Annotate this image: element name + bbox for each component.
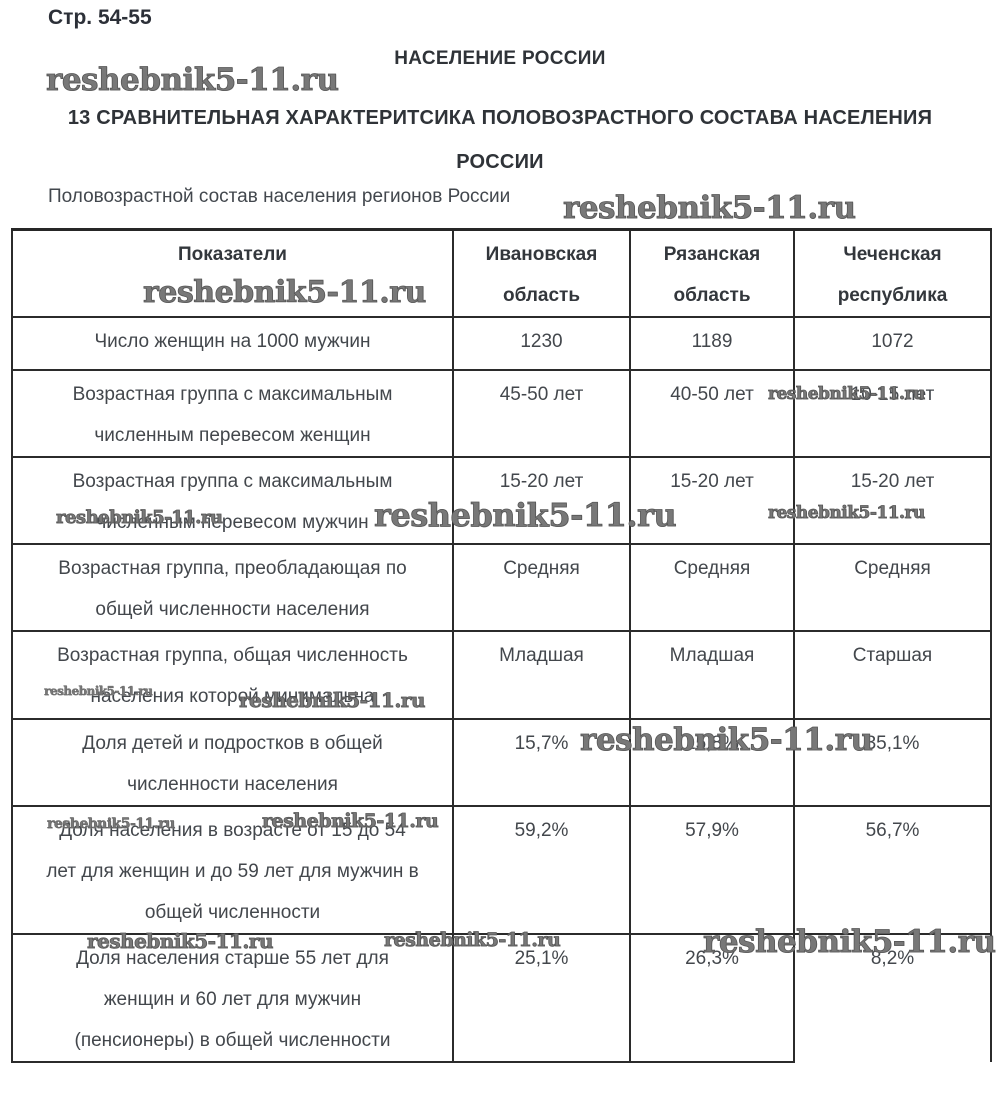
value-cell: Средняя — [452, 543, 631, 632]
indicator-line: лет для женщин и до 59 лет для мужчин в — [46, 861, 419, 882]
indicator-line: (пенсионеры) в общей численности — [74, 1030, 391, 1051]
site-watermark: reshebnik5-11.ru — [563, 190, 857, 227]
table-row: Возрастная группа с максимальным численн… — [11, 456, 992, 545]
indicator-line: населения которой минимальна — [90, 686, 375, 707]
value-cell: Старшая — [793, 630, 992, 720]
header-text: Ивановская — [485, 244, 598, 265]
indicator-cell: Возрастная группа, преобладающая по обще… — [11, 543, 454, 632]
indicator-cell: Число женщин на 1000 мужчин — [11, 316, 454, 371]
indicator-cell: Доля детей и подростков в общей численно… — [11, 718, 454, 807]
value-cell: 8,2% — [793, 933, 992, 1062]
value-cell: 1189 — [629, 316, 795, 371]
value-cell: 45-50 лет — [452, 369, 631, 458]
value-cell: 15-20 лет — [452, 456, 631, 545]
indicator-line: Возрастная группа с максимальным — [72, 384, 393, 405]
indicator-line: Доля детей и подростков в общей — [82, 733, 383, 754]
indicator-cell: Доля населения в возрасте от 15 до 54 ле… — [11, 805, 454, 935]
section-heading-line1: 13 СРАВНИТЕЛЬНАЯ ХАРАКТЕРИТСИКА ПОЛОВОЗР… — [67, 107, 933, 129]
value-cell: 59,2% — [452, 805, 631, 935]
header-text: область — [673, 285, 751, 306]
table-row: Возрастная группа с максимальным численн… — [11, 369, 992, 458]
indicator-line: женщин и 60 лет для мужчин — [103, 989, 362, 1010]
indicator-line: численным перевесом женщин — [94, 425, 371, 446]
indicator-line: Возрастная группа с максимальным — [72, 471, 393, 492]
indicator-cell: Возрастная группа с максимальным численн… — [11, 456, 454, 545]
indicator-line: численным перевесом мужчин — [96, 512, 369, 533]
value-cell: 1230 — [452, 316, 631, 371]
value-cell: 25,1% — [452, 933, 631, 1063]
section-heading-line2: РОССИИ — [456, 151, 544, 173]
header-text: Рязанская — [663, 244, 761, 265]
header-chechnya: Чеченская республика — [793, 228, 992, 318]
table-header-row: Показатели Ивановская область Рязанская … — [11, 228, 992, 318]
value-cell: 15-20 лет — [629, 456, 795, 545]
value-cell: 10-15 лет — [793, 369, 992, 458]
value-cell: 1072 — [793, 316, 992, 371]
value-cell: Младшая — [629, 630, 795, 720]
table-row: Доля населения старше 55 лет для женщин … — [11, 933, 992, 1063]
page-number-label: Стр. 54-55 — [48, 6, 152, 29]
indicator-cell: Возрастная группа, общая численность нас… — [11, 630, 454, 720]
header-text: Показатели — [178, 244, 287, 265]
value-cell: 15,7% — [452, 718, 631, 807]
header-indicators: Показатели — [11, 228, 454, 318]
value-cell: Средняя — [793, 543, 992, 632]
value-cell: 15-20 лет — [793, 456, 992, 545]
table-caption: Половозрастной состав населения регионов… — [48, 186, 511, 207]
header-ryazan: Рязанская область — [629, 228, 795, 318]
indicator-cell: Возрастная группа с максимальным численн… — [11, 369, 454, 458]
indicator-cell: Доля населения старше 55 лет для женщин … — [11, 933, 454, 1063]
indicator-line: Число женщин на 1000 мужчин — [94, 331, 371, 352]
value-cell: Средняя — [629, 543, 795, 632]
value-cell: 56,7% — [793, 805, 992, 935]
table-row: Число женщин на 1000 мужчин 1230 1189 10… — [11, 316, 992, 371]
value-cell: Младшая — [452, 630, 631, 720]
header-text: республика — [837, 285, 948, 306]
table-row: Возрастная группа, преобладающая по обще… — [11, 543, 992, 632]
table-row: Доля детей и подростков в общей численно… — [11, 718, 992, 807]
table-row: Возрастная группа, общая численность нас… — [11, 630, 992, 720]
indicator-line: Возрастная группа, общая численность — [57, 645, 408, 666]
header-text: Чеченская — [843, 244, 942, 265]
page-title: НАСЕЛЕНИЕ РОССИИ — [394, 48, 606, 69]
indicator-line: общей численности населения — [95, 599, 370, 620]
indicator-line: Возрастная группа, преобладающая по — [58, 558, 407, 579]
header-ivanovo: Ивановская область — [452, 228, 631, 318]
header-text: область — [502, 285, 581, 306]
indicator-line: Доля населения в возрасте от 15 до 54 — [59, 820, 406, 841]
value-cell: 15,8% — [629, 718, 795, 807]
value-cell: 57,9% — [629, 805, 795, 935]
population-table: Показатели Ивановская область Рязанская … — [11, 228, 992, 1063]
section-heading: 13 СРАВНИТЕЛЬНАЯ ХАРАКТЕРИТСИКА ПОЛОВОЗР… — [0, 96, 1000, 184]
table-row: Доля населения в возрасте от 15 до 54 ле… — [11, 805, 992, 935]
value-cell: 40-50 лет — [629, 369, 795, 458]
indicator-line: общей численности — [144, 902, 321, 923]
value-cell: 26,3% — [629, 933, 795, 1063]
value-cell: 35,1% — [793, 718, 992, 807]
indicator-line: Доля населения старше 55 лет для — [76, 948, 389, 969]
indicator-line: численности населения — [127, 774, 338, 795]
